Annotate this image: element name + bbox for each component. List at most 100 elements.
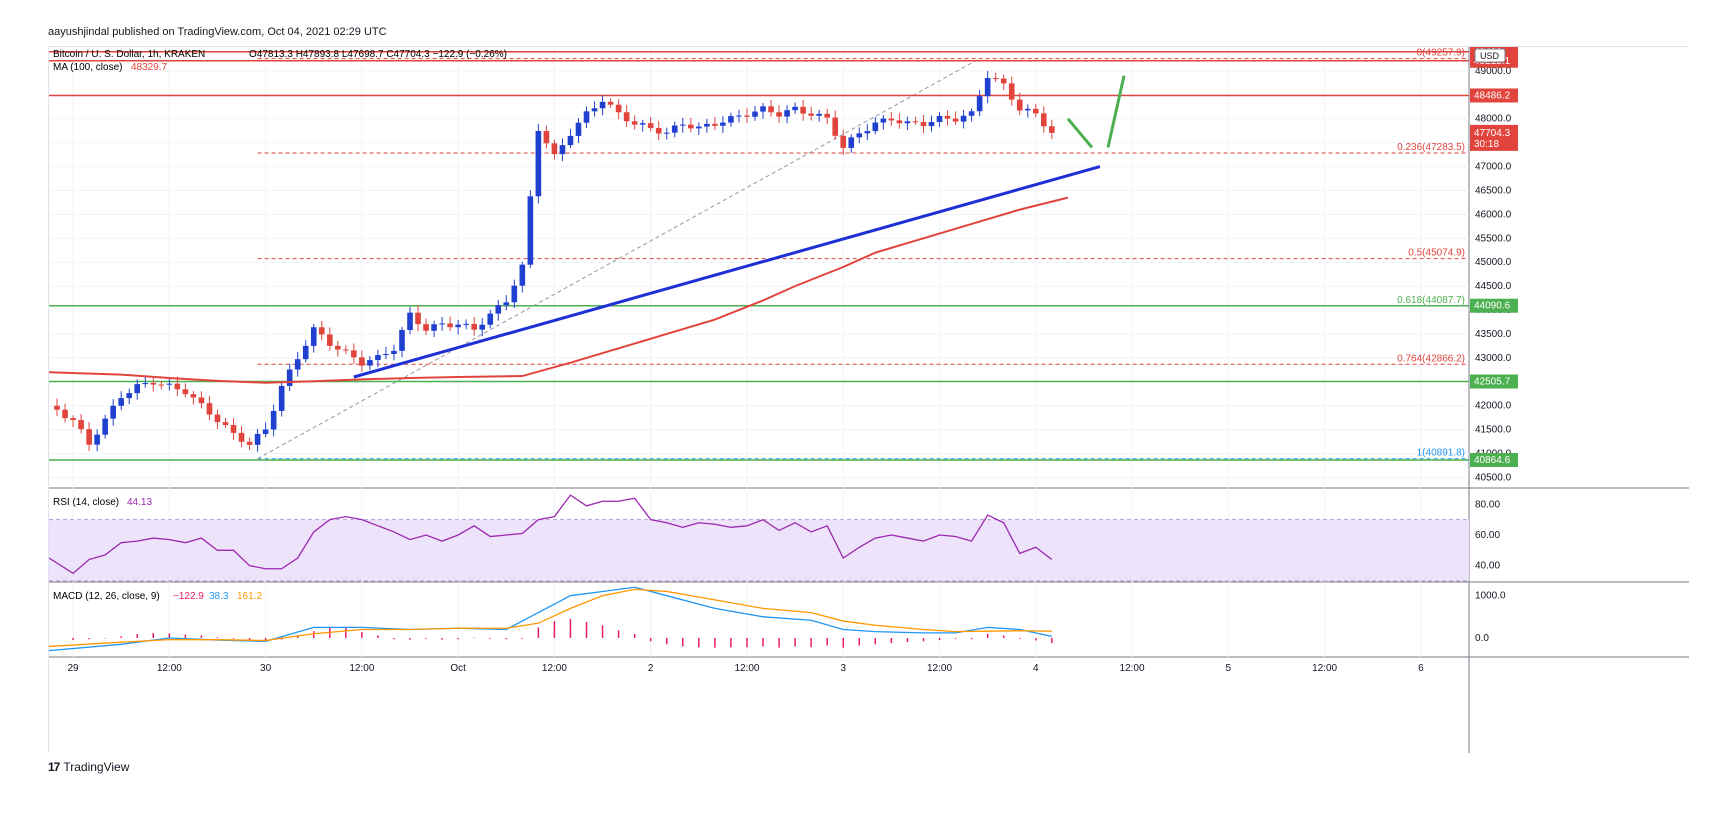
candle-body — [736, 115, 742, 117]
macd-tick-label: 1000.0 — [1475, 591, 1506, 602]
y-tick-label: 43500.0 — [1475, 329, 1512, 340]
candle-body — [158, 384, 165, 386]
sr-price-label: 44090.6 — [1474, 301, 1511, 312]
candle-body — [856, 133, 863, 138]
candle-body — [166, 383, 173, 385]
candle-body — [318, 327, 325, 335]
candle-body — [302, 345, 309, 360]
sr-price-label: 40864.6 — [1474, 455, 1511, 466]
candle-body — [864, 131, 871, 134]
x-tick-label: 3 — [840, 663, 846, 674]
macd-signal-line — [49, 588, 1052, 648]
legend-ma-value: 48329.7 — [131, 62, 168, 73]
currency-label: USD — [1480, 51, 1500, 61]
candle-body — [294, 359, 301, 370]
candle-body — [655, 127, 662, 134]
candle-body — [968, 111, 975, 116]
candle-body — [222, 422, 229, 425]
sr-price-tag — [1470, 374, 1518, 389]
candle-body — [623, 112, 630, 122]
y-tick-label: 40500.0 — [1475, 472, 1512, 483]
candle-body — [559, 145, 566, 155]
fib-level-label: 0.5(45074.9) — [1408, 248, 1465, 259]
rsi-band — [49, 519, 1469, 581]
candle-body — [1000, 78, 1007, 84]
x-tick-label: 29 — [68, 663, 80, 674]
rsi-tick-label: 60.00 — [1475, 530, 1500, 541]
candle-body — [246, 441, 253, 445]
chart-svg[interactable]: 0(49257.9) 0.236(47283.5) 0.5(45074.9) 0.61… — [49, 47, 1689, 753]
candle-body — [118, 398, 125, 406]
candle-body — [712, 123, 718, 126]
candle-body — [567, 135, 574, 146]
candle-body — [479, 324, 486, 330]
x-tick-label: 12:00 — [542, 663, 567, 674]
candle-body — [872, 122, 879, 132]
candle-body — [880, 118, 887, 123]
candle-body — [206, 403, 213, 415]
candle-body — [583, 111, 590, 123]
candle-body — [110, 405, 116, 419]
candle-body — [198, 397, 205, 404]
candle-body — [407, 312, 413, 330]
candle-body — [190, 394, 197, 398]
candle-body — [62, 409, 68, 419]
candle-body — [768, 106, 774, 113]
candle-body — [928, 122, 935, 127]
y-tick-label: 46500.0 — [1475, 185, 1512, 196]
candle-body — [254, 433, 261, 445]
candle-body — [848, 137, 855, 148]
fib-level-label: 0.236(47283.5) — [1397, 142, 1465, 153]
price-pane: 0(49257.9) 0.236(47283.5) 0.5(45074.9) 0.61… — [49, 48, 1469, 461]
x-tick-label: 2 — [648, 663, 654, 674]
tradingview-logo[interactable]: 17 TradingView — [48, 760, 129, 774]
candle-body — [984, 78, 991, 97]
ma-line — [49, 196, 1069, 384]
y-tick-label: 45500.0 — [1475, 233, 1512, 244]
candle-body — [519, 264, 526, 286]
candle-body — [688, 124, 694, 129]
candle-body — [447, 323, 453, 328]
candle-body — [1040, 113, 1047, 127]
fib-level-label: 0.764(42866.2) — [1397, 353, 1465, 364]
fib-trend-line — [257, 58, 980, 460]
candle-body — [431, 324, 437, 331]
countdown-label: 30:18 — [1474, 139, 1499, 150]
x-tick-label: 12:00 — [157, 663, 182, 674]
macd-line — [49, 586, 1052, 652]
candle-body — [912, 121, 919, 123]
currency-badge — [1474, 48, 1506, 63]
last-price-label: 47704.3 — [1474, 128, 1511, 139]
legend-ma-label: MA (100, close) — [53, 62, 122, 73]
legend-rsi-label: RSI (14, close) — [53, 497, 119, 508]
y-tick-label: 43000.0 — [1475, 353, 1512, 364]
x-tick-label: Oct — [450, 663, 466, 674]
candle-body — [551, 143, 558, 155]
candle-body — [375, 355, 381, 361]
candle-body — [238, 432, 245, 442]
candle-body — [936, 115, 943, 123]
candle-body — [591, 108, 598, 112]
candle-body — [310, 327, 317, 346]
candle-body — [792, 106, 798, 111]
candle-body — [126, 393, 133, 399]
candle-body — [704, 123, 710, 127]
candle-body — [286, 369, 293, 386]
x-tick-label: 12:00 — [349, 663, 374, 674]
candle-body — [904, 121, 911, 124]
candle-body — [94, 434, 100, 445]
projection-down — [1066, 117, 1094, 149]
candle-body — [607, 101, 614, 105]
candle-body — [278, 385, 285, 411]
candle-body — [359, 357, 365, 366]
last-price-tag — [1470, 124, 1518, 151]
chart-frame: 0(49257.9) 0.236(47283.5) 0.5(45074.9) 0.61… — [48, 46, 1689, 753]
candle-body — [728, 116, 734, 123]
macd-tick-label: 0.0 — [1475, 633, 1489, 644]
candle-body — [86, 429, 92, 445]
candle-body — [511, 285, 518, 303]
legend-macd-v1: −122.9 — [173, 591, 204, 602]
candle-body — [599, 101, 606, 109]
candle-body — [270, 410, 277, 430]
legend-ohlc: O47813.3 H47893.8 L47698.7 C47704.3 −122… — [249, 49, 507, 60]
